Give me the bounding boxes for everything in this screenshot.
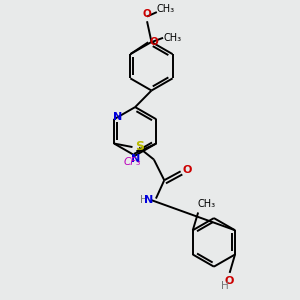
Text: CH₃: CH₃	[197, 199, 215, 209]
Text: N: N	[130, 154, 140, 164]
Text: S: S	[135, 140, 144, 153]
Text: O: O	[182, 165, 191, 175]
Text: CH₃: CH₃	[157, 4, 175, 14]
Text: H: H	[140, 195, 148, 205]
Text: CF₃: CF₃	[124, 158, 141, 167]
Text: CH₃: CH₃	[163, 33, 181, 43]
Text: H: H	[221, 281, 229, 291]
Text: N: N	[113, 112, 122, 122]
Text: O: O	[143, 9, 152, 19]
Text: O: O	[149, 37, 158, 47]
Text: O: O	[225, 276, 234, 286]
Text: N: N	[144, 195, 154, 205]
